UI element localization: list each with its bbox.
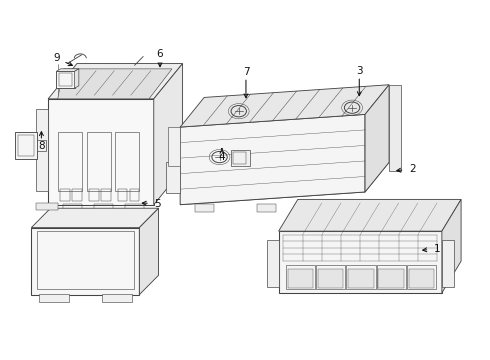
Bar xyxy=(318,269,343,288)
Bar xyxy=(118,189,127,201)
Polygon shape xyxy=(58,69,172,99)
Polygon shape xyxy=(139,208,159,294)
Polygon shape xyxy=(31,228,139,294)
Bar xyxy=(63,204,82,213)
Polygon shape xyxy=(37,140,46,151)
Polygon shape xyxy=(279,199,461,231)
Bar xyxy=(39,294,69,302)
Bar xyxy=(18,135,34,156)
Bar xyxy=(94,204,113,213)
Bar xyxy=(377,265,406,289)
Polygon shape xyxy=(56,69,79,71)
Text: 2: 2 xyxy=(409,164,416,174)
Bar xyxy=(409,269,434,288)
Polygon shape xyxy=(180,114,365,205)
Bar xyxy=(59,73,72,86)
Polygon shape xyxy=(442,199,461,293)
Text: 1: 1 xyxy=(434,244,441,254)
Bar xyxy=(125,204,144,213)
Bar xyxy=(346,265,376,289)
Bar xyxy=(348,269,374,288)
Bar xyxy=(58,132,82,190)
Text: 7: 7 xyxy=(243,67,249,77)
Bar xyxy=(60,189,70,201)
Bar xyxy=(87,132,111,190)
Bar xyxy=(378,269,404,288)
Polygon shape xyxy=(180,162,389,205)
Bar xyxy=(101,189,111,201)
Bar xyxy=(319,204,339,212)
Polygon shape xyxy=(74,69,79,88)
Bar xyxy=(115,132,139,190)
Polygon shape xyxy=(442,240,454,287)
Bar xyxy=(257,204,276,212)
Polygon shape xyxy=(31,208,159,228)
Bar xyxy=(89,189,98,201)
Bar xyxy=(195,204,214,212)
Polygon shape xyxy=(16,132,37,159)
Polygon shape xyxy=(267,240,279,287)
Text: 3: 3 xyxy=(356,66,363,76)
Polygon shape xyxy=(180,85,389,127)
Polygon shape xyxy=(154,64,183,205)
Text: 6: 6 xyxy=(157,49,163,59)
Polygon shape xyxy=(56,71,74,88)
Polygon shape xyxy=(231,150,250,166)
Bar xyxy=(130,189,139,201)
Text: 9: 9 xyxy=(53,53,60,63)
Bar xyxy=(407,265,436,289)
Bar xyxy=(288,269,313,288)
Bar xyxy=(37,231,134,289)
Text: 4: 4 xyxy=(219,152,225,162)
Text: 8: 8 xyxy=(38,141,45,152)
Polygon shape xyxy=(365,85,389,192)
Polygon shape xyxy=(166,162,180,193)
Bar xyxy=(286,265,315,289)
Bar xyxy=(102,294,132,302)
Polygon shape xyxy=(48,99,154,205)
Polygon shape xyxy=(279,231,442,293)
Bar xyxy=(233,153,246,164)
Text: 5: 5 xyxy=(154,199,161,209)
Bar xyxy=(36,203,58,210)
Polygon shape xyxy=(48,64,183,99)
Polygon shape xyxy=(389,85,401,171)
Polygon shape xyxy=(168,127,180,166)
Bar xyxy=(316,265,345,289)
Bar xyxy=(72,189,82,201)
Polygon shape xyxy=(36,109,48,190)
